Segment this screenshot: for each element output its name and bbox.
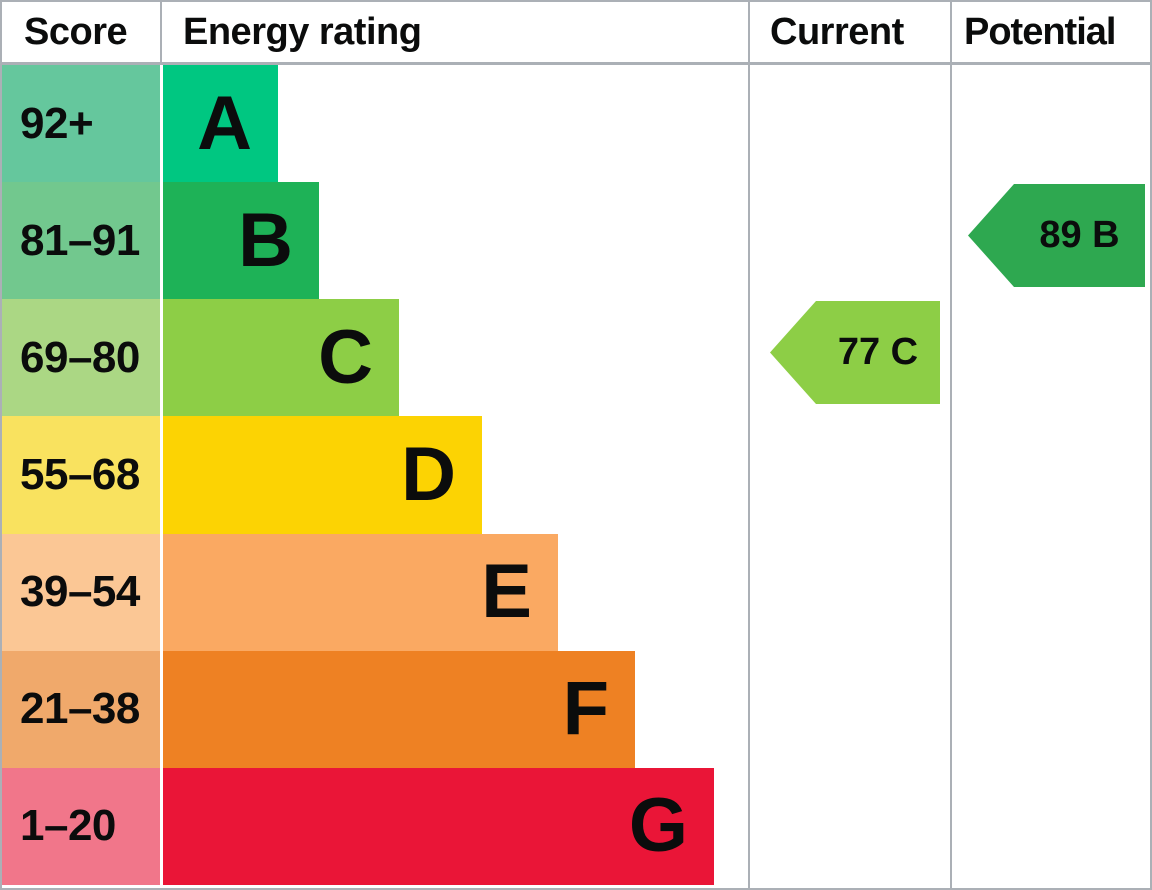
cell-gap — [160, 650, 163, 768]
potential-rating-value: 89 B — [1039, 214, 1120, 256]
band-bar-f: F — [163, 650, 635, 768]
band-row-a: 92+ A — [2, 65, 1150, 183]
band-letter: D — [401, 431, 456, 517]
band-row-d: 55–68 D — [2, 416, 1150, 534]
band-letter: B — [238, 197, 293, 283]
band-row-b: 81–91 B — [2, 182, 1150, 300]
cell-gap — [160, 65, 163, 183]
score-column-header: Score — [2, 2, 162, 62]
band-letter: C — [318, 314, 373, 400]
band-bar-b: B — [163, 182, 319, 300]
band-bar-c: C — [163, 299, 399, 417]
cell-gap — [160, 182, 163, 300]
score-range: 1–20 — [2, 767, 160, 885]
cell-gap — [160, 299, 163, 417]
band-bar-d: D — [163, 416, 482, 534]
potential-column-header: Potential — [964, 10, 1116, 53]
band-bar-a: A — [163, 65, 278, 183]
band-bar-e: E — [163, 533, 558, 651]
band-row-e: 39–54 E — [2, 533, 1150, 651]
score-range: 92+ — [2, 65, 160, 183]
score-range: 81–91 — [2, 182, 160, 300]
column-divider-potential — [950, 2, 952, 888]
band-letter: G — [628, 783, 688, 869]
score-range: 55–68 — [2, 416, 160, 534]
band-letter: F — [562, 666, 609, 752]
current-column-header: Current — [770, 10, 904, 53]
band-row-c: 69–80 C — [2, 299, 1150, 417]
chart-header: Score Energy rating Current Potential — [2, 2, 1150, 65]
band-bar-g: G — [163, 767, 714, 885]
band-row-g: 1–20 G — [2, 767, 1150, 885]
band-letter: A — [197, 80, 252, 166]
cell-gap — [160, 767, 163, 885]
score-range: 69–80 — [2, 299, 160, 417]
energy-rating-column-header: Energy rating — [183, 10, 422, 53]
score-range: 39–54 — [2, 533, 160, 651]
current-rating-value: 77 C — [837, 331, 919, 373]
cell-gap — [160, 533, 163, 651]
band-letter: E — [481, 549, 532, 635]
column-divider-current — [748, 2, 750, 888]
band-row-f: 21–38 F — [2, 650, 1150, 768]
cell-gap — [160, 416, 163, 534]
score-range: 21–38 — [2, 650, 160, 768]
chart-body: 92+ A 81–91 B 69–80 C 55–68 D — [2, 65, 1150, 885]
